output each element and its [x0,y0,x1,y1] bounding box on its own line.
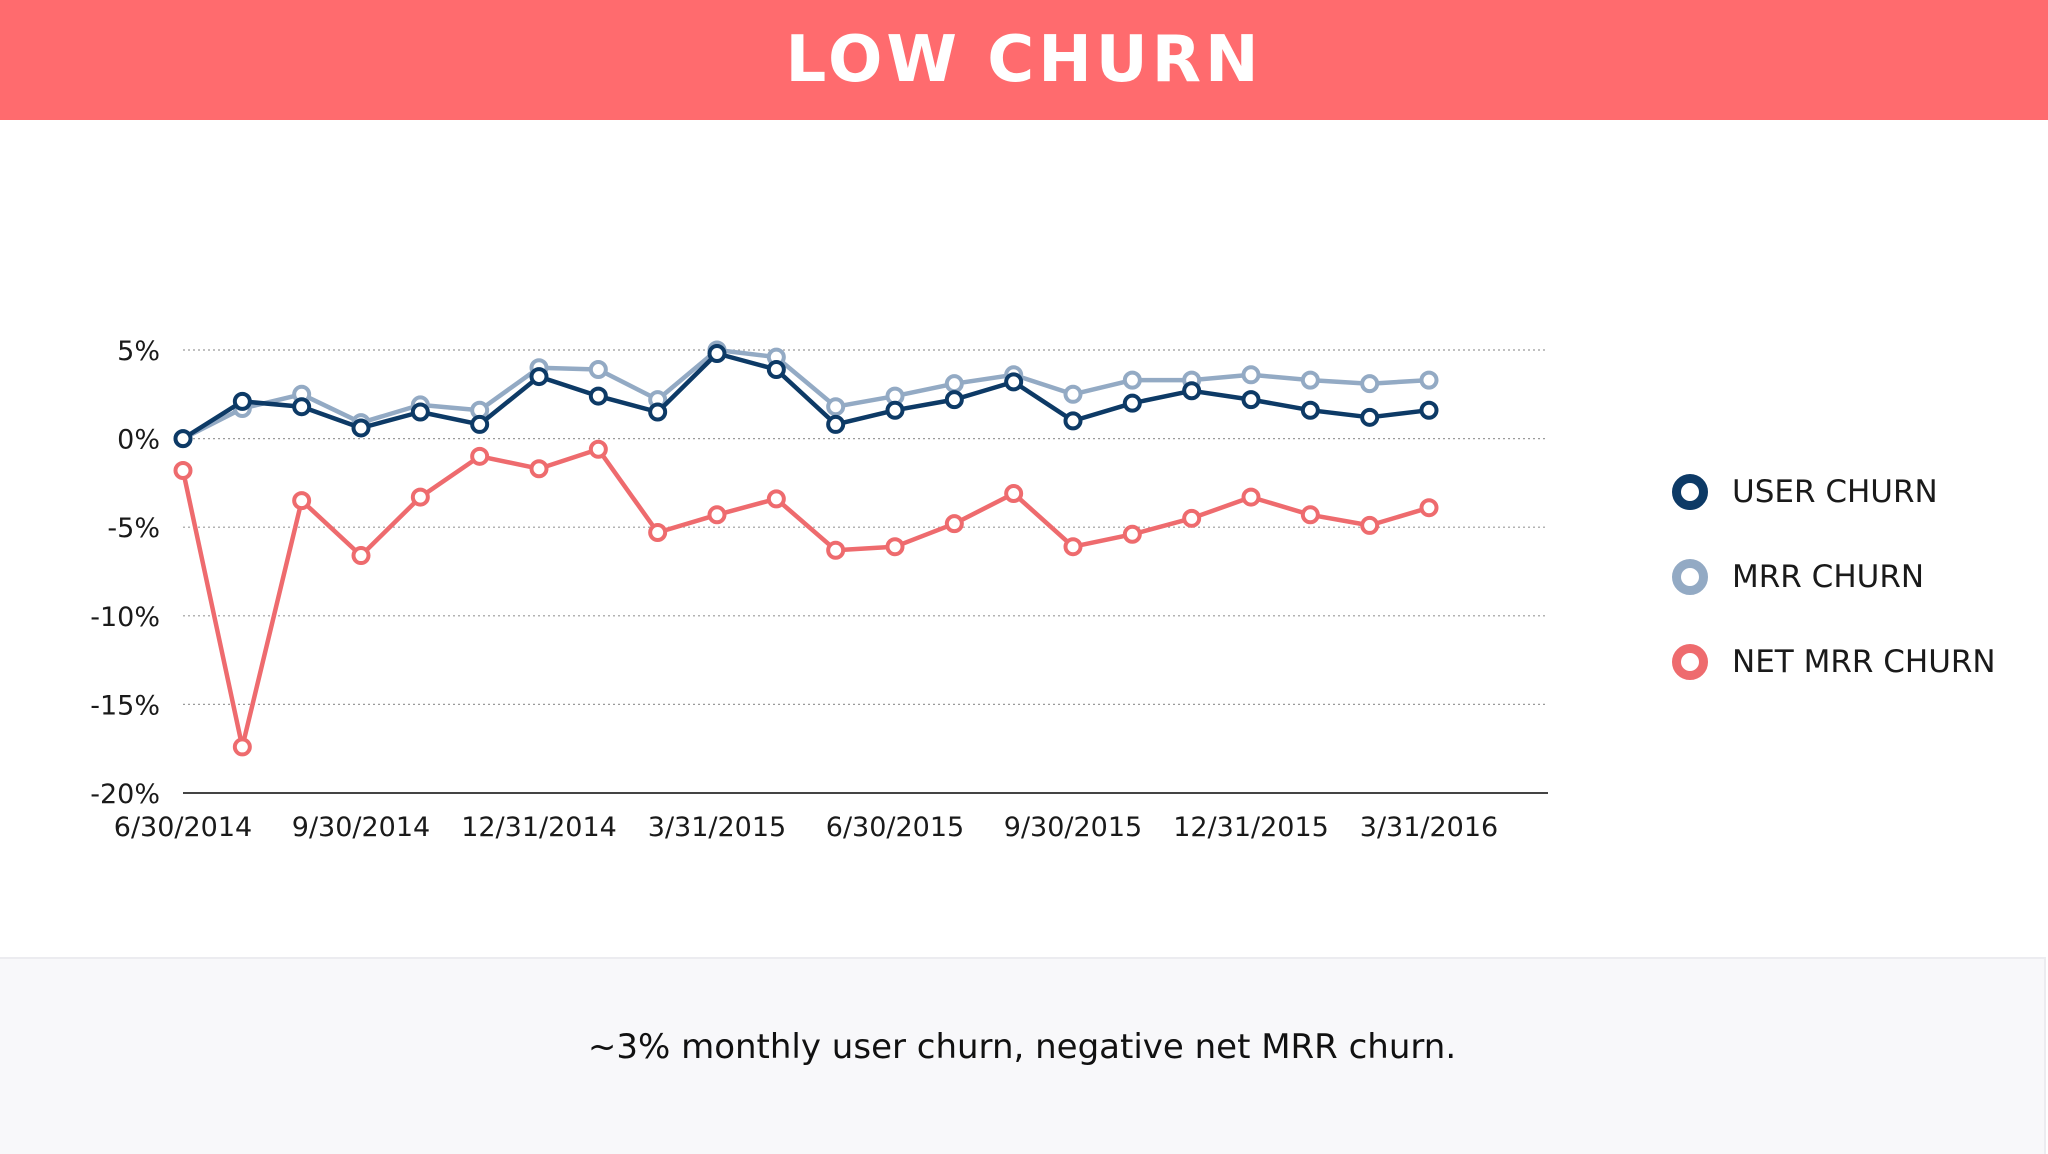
data-point [766,359,786,379]
data-point [1063,384,1083,404]
data-point [885,400,905,420]
legend-marker-mrr-churn [1672,559,1708,595]
data-point [1241,365,1261,385]
data-point [1300,370,1320,390]
footer-caption: ~3% monthly user churn, negative net MRR… [587,1026,1457,1067]
data-point [1122,370,1142,390]
x-tick-label: 9/30/2014 [292,812,430,843]
data-point [766,489,786,509]
data-point [232,737,252,757]
y-tick-label: -15% [90,690,160,721]
data-point [944,514,964,534]
legend-item-mrr-churn: MRR CHURN [1672,555,1996,599]
y-tick-label: -10% [90,602,160,633]
data-point [1182,508,1202,528]
data-point [648,402,668,422]
y-tick-label: -5% [107,513,160,544]
data-point [292,397,312,417]
data-point [707,344,727,364]
data-point [173,429,193,449]
series-line [180,351,1432,441]
data-point [707,505,727,525]
x-axis-ticks: 6/30/2014 9/30/2014 12/31/2014 3/31/2015 6/3… [114,812,1498,843]
y-tick-label: 0% [117,425,160,456]
footer-panel: ~3% monthly user churn, negative net MRR… [0,957,2046,1154]
data-point [944,374,964,394]
series-line [180,446,1432,750]
data-point [1300,400,1320,420]
data-point [1063,537,1083,557]
data-point [1122,524,1142,544]
data-point [351,546,371,566]
data-point [826,414,846,434]
data-point [470,446,490,466]
x-tick-label: 12/31/2015 [1173,812,1329,843]
legend-marker-user-churn [1672,474,1708,510]
data-point [1419,498,1439,518]
data-point [292,491,312,511]
data-point [885,537,905,557]
data-point [470,414,490,434]
legend-marker-net-mrr-churn [1672,644,1708,680]
data-point [588,439,608,459]
data-point [1063,411,1083,431]
data-point [410,402,430,422]
y-tick-label: -20% [90,779,160,810]
chart-legend: USER CHURN MRR CHURN NET MRR CHURN [1672,470,1996,725]
data-point [588,386,608,406]
data-point [529,367,549,387]
title-banner: LOW CHURN [0,0,2048,120]
x-tick-label: 6/30/2014 [114,812,252,843]
series-line [180,347,1432,441]
data-point [351,418,371,438]
data-point [588,359,608,379]
legend-label-user-churn: USER CHURN [1732,474,1938,510]
data-point [1300,505,1320,525]
data-point [232,391,252,411]
data-point [1360,515,1380,535]
data-point [1419,400,1439,420]
y-axis-ticks: 5% 0% -5% -10% -15% -20% [90,336,160,810]
legend-label-mrr-churn: MRR CHURN [1732,559,1925,595]
y-tick-label: 5% [117,336,160,367]
page-title: LOW CHURN [785,23,1263,97]
data-point [1241,390,1261,410]
x-tick-label: 3/31/2016 [1360,812,1498,843]
data-point [173,460,193,480]
data-point [826,540,846,560]
line-chart: 5% 0% -5% -10% -15% -20% 6/30/2014 9/30/2014 12… [90,336,1548,843]
x-tick-label: 6/30/2015 [826,812,964,843]
legend-label-net-mrr-churn: NET MRR CHURN [1732,644,1996,680]
data-point [1360,407,1380,427]
data-point [826,397,846,417]
data-point [1241,487,1261,507]
data-point [529,459,549,479]
data-point [1004,484,1024,504]
data-point [944,390,964,410]
data-point [1182,381,1202,401]
data-point [648,523,668,543]
data-point [1419,370,1439,390]
data-point [1004,372,1024,392]
data-point [410,487,430,507]
x-tick-label: 12/31/2014 [461,812,617,843]
x-tick-label: 3/31/2015 [648,812,786,843]
x-tick-label: 9/30/2015 [1004,812,1142,843]
data-point [1360,374,1380,394]
series-lines [173,340,1439,757]
data-point [1122,393,1142,413]
legend-item-user-churn: USER CHURN [1672,470,1996,514]
legend-item-net-mrr-churn: NET MRR CHURN [1672,640,1996,684]
